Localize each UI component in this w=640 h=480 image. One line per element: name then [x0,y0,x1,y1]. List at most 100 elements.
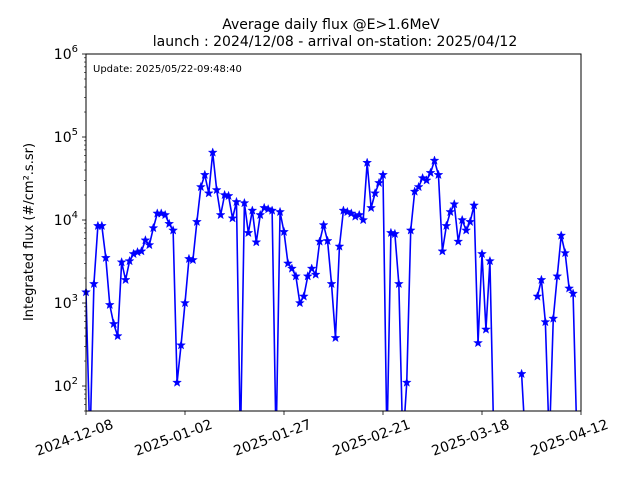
data-point [389,228,400,239]
data-point [465,216,476,227]
data-point [568,288,579,298]
data-point [302,271,313,281]
data-point [362,157,373,167]
chart-subtitle: launch : 2024/12/08 - arrival on-station… [153,34,518,50]
data-point [453,236,464,246]
data-point [164,218,175,229]
data-point [120,274,131,285]
data-point [195,181,206,192]
data-point [318,219,329,230]
data-point [421,175,432,185]
data-point [108,318,119,329]
data-point [441,220,452,231]
data-point [286,263,297,273]
data-point [445,206,456,217]
flux-markers [81,147,579,387]
data-point [401,377,412,387]
data-point [516,368,527,379]
data-point [207,147,218,157]
y-tick-label: 103 [54,293,78,312]
data-point [267,205,278,215]
x-tick-label: 2025-03-18 [430,417,512,460]
data-point [314,236,325,246]
data-point [187,254,198,265]
data-point [370,188,381,198]
y-axis: 102 103 104 105 106 [54,44,86,412]
data-point [540,316,551,327]
data-point [191,216,202,227]
data-point [251,237,262,247]
data-point [461,225,472,235]
data-point [378,169,388,180]
data-point [239,197,250,208]
data-point [283,258,293,268]
data-point [413,181,424,192]
data-point [223,190,234,201]
data-point [322,235,333,246]
data-point [294,297,305,308]
data-point [306,263,317,273]
data-point [429,155,440,165]
data-point [477,248,487,259]
data-point [481,324,491,334]
x-axis: 2024-12-08 2025-01-02 2025-01-27 2025-02-21… [34,411,611,460]
data-point [247,205,258,215]
data-point [326,278,337,289]
data-point [310,269,321,279]
data-point [425,167,436,178]
data-point [409,186,420,196]
data-point [457,214,468,225]
data-point [473,337,483,348]
data-point [564,283,575,293]
data-point [203,188,214,198]
data-point [469,200,480,210]
data-point [231,196,242,207]
x-tick-label: 2025-01-02 [133,417,215,460]
data-point [330,332,341,343]
data-point [437,246,448,256]
data-point [144,239,155,250]
data-point [290,271,301,281]
data-point [298,291,309,301]
y-tick-label: 106 [54,44,78,63]
data-point [96,220,107,231]
update-annotation: Update: 2025/05/22-09:48:40 [93,64,242,75]
data-point [532,291,543,301]
data-point [393,278,404,289]
data-point [536,274,547,285]
data-point [136,246,147,256]
x-tick-label: 2025-04-12 [529,417,611,460]
data-point [112,330,123,341]
data-point [140,235,151,245]
data-point [199,169,210,180]
flux-series [86,151,577,411]
data-point [552,271,563,281]
data-point [148,222,159,233]
y-axis-label: Integrated flux (#/cm².s.sr) [22,143,37,321]
data-point [374,177,384,188]
data-point [172,377,183,387]
data-point [116,257,127,267]
data-point [211,184,222,195]
data-point [227,213,238,223]
data-point [484,255,495,266]
data-point [556,230,567,240]
chart-title: Average daily flux @E>1.6MeV [222,17,440,33]
data-point [358,214,369,225]
data-point [215,209,226,220]
data-point [275,206,285,217]
data-point [560,247,571,258]
data-point [176,340,186,350]
y-tick-label: 104 [54,210,78,229]
data-point [433,169,444,180]
data-point [405,225,416,235]
data-point [124,255,135,266]
data-point [279,226,289,237]
y-tick-label: 105 [54,127,78,146]
data-point [88,278,99,289]
data-point [104,299,115,310]
series-line [86,151,577,411]
y-tick-label: 102 [54,376,78,395]
data-point [160,209,171,220]
